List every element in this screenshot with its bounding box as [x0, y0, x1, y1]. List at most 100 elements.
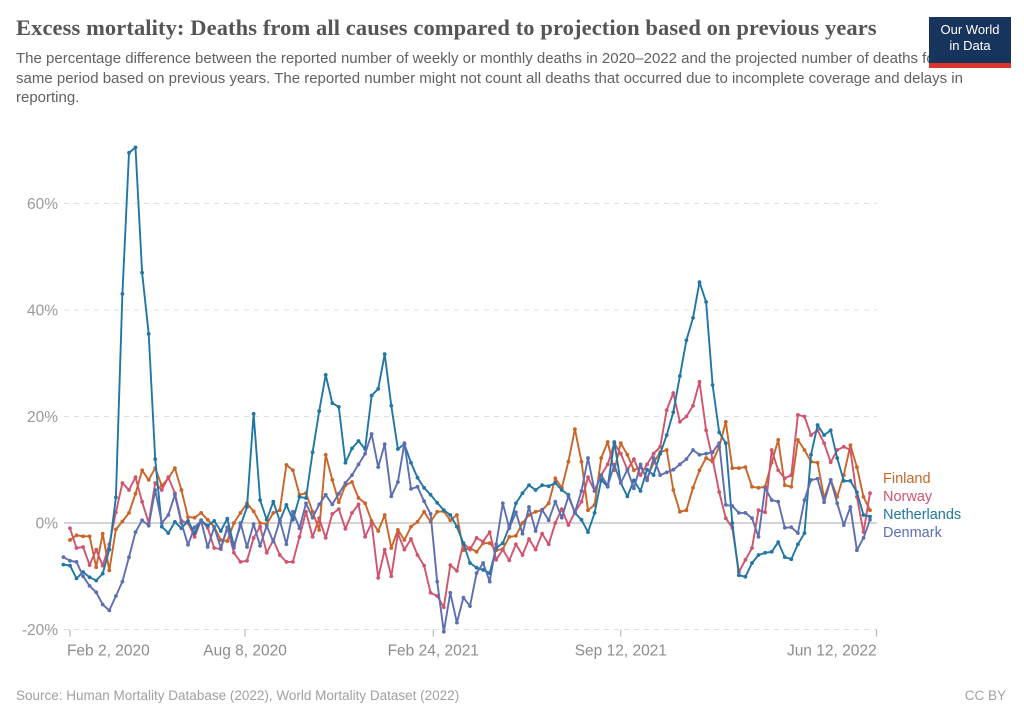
data-point — [310, 535, 315, 539]
x-axis-label[interactable]: Aug 8, 2020 — [203, 643, 287, 660]
data-point — [415, 520, 420, 524]
data-point — [553, 521, 558, 525]
legend-label-norway[interactable]: Norway — [883, 489, 933, 505]
data-point — [605, 462, 610, 467]
data-point — [664, 433, 669, 437]
data-point — [238, 511, 243, 515]
series-line-netherlands[interactable] — [62, 146, 871, 582]
data-point — [218, 529, 223, 533]
data-point — [769, 549, 774, 554]
owid-logo[interactable]: Our World in Data — [929, 17, 1011, 68]
data-point — [704, 428, 708, 433]
data-point — [264, 523, 269, 528]
data-point — [723, 441, 728, 445]
x-axis-label[interactable]: Sep 12, 2021 — [575, 643, 667, 660]
data-point — [664, 448, 669, 452]
data-point — [133, 475, 138, 480]
data-point — [625, 494, 630, 499]
data-point — [291, 509, 295, 514]
data-point — [100, 602, 105, 607]
data-point — [796, 542, 800, 547]
data-point — [487, 541, 492, 546]
data-point — [159, 488, 164, 492]
data-point — [500, 547, 505, 552]
data-point — [238, 560, 243, 564]
data-point — [114, 594, 118, 598]
data-point — [822, 500, 826, 505]
data-point — [828, 478, 833, 482]
data-point — [500, 501, 505, 506]
data-point — [487, 579, 492, 584]
data-point — [291, 560, 295, 564]
license-badge[interactable]: CC BY — [964, 688, 1006, 703]
data-point — [514, 533, 518, 538]
data-point — [618, 481, 623, 485]
data-point — [212, 519, 217, 523]
data-point — [277, 508, 282, 513]
data-point — [841, 523, 846, 527]
data-point — [789, 557, 794, 562]
data-point — [382, 352, 387, 356]
data-point — [140, 499, 145, 504]
chart-footer: Source: Human Mortality Database (2022),… — [16, 688, 1006, 703]
data-point — [284, 542, 289, 547]
data-point — [146, 523, 151, 528]
chart-header: Excess mortality: Deaths from all causes… — [16, 14, 1011, 108]
data-point — [520, 521, 525, 525]
data-point — [710, 383, 715, 387]
data-point — [474, 571, 479, 575]
data-point — [205, 545, 210, 549]
data-point — [618, 451, 623, 456]
data-point — [146, 478, 151, 482]
series-line-norway[interactable] — [69, 380, 871, 609]
data-point — [232, 521, 236, 525]
data-point — [186, 515, 190, 519]
data-point — [763, 485, 767, 490]
data-point — [868, 514, 872, 519]
x-axis-label[interactable]: Feb 2, 2020 — [67, 643, 150, 660]
x-axis-label[interactable]: Feb 24, 2021 — [388, 643, 479, 660]
data-point — [402, 441, 407, 445]
legend-label-netherlands[interactable]: Netherlands — [883, 507, 961, 523]
series-line-denmark[interactable] — [62, 433, 871, 633]
data-point — [684, 414, 689, 419]
x-axis-label[interactable]: Jun 12, 2022 — [787, 643, 877, 660]
data-point — [868, 517, 872, 522]
data-point — [251, 536, 256, 540]
data-point — [658, 473, 663, 477]
source-note[interactable]: Source: Human Mortality Database (2022),… — [16, 688, 460, 703]
data-point — [527, 505, 531, 509]
data-point — [566, 523, 571, 527]
data-point — [796, 531, 800, 535]
data-point — [107, 568, 112, 573]
data-point — [514, 542, 518, 547]
data-point — [756, 553, 761, 557]
data-point — [356, 502, 361, 507]
data-point — [159, 524, 164, 529]
data-point — [599, 456, 604, 460]
data-point — [448, 513, 453, 517]
data-point — [74, 546, 79, 550]
data-point — [671, 410, 676, 415]
data-point — [153, 488, 158, 492]
data-point — [848, 505, 853, 509]
data-point — [828, 428, 833, 433]
data-point — [356, 439, 361, 443]
data-point — [376, 576, 381, 580]
data-point — [258, 544, 262, 548]
legend-label-finland[interactable]: Finland — [883, 471, 931, 487]
data-point — [192, 535, 197, 539]
data-point — [730, 466, 735, 470]
data-point — [723, 503, 728, 507]
data-point — [645, 478, 649, 483]
data-point — [632, 478, 636, 483]
data-point — [218, 546, 223, 550]
data-point — [415, 475, 420, 480]
data-point — [114, 527, 118, 532]
data-point — [776, 468, 781, 473]
data-point — [822, 433, 826, 437]
data-point — [566, 494, 571, 499]
legend-label-denmark[interactable]: Denmark — [883, 525, 943, 541]
data-point — [684, 508, 689, 513]
